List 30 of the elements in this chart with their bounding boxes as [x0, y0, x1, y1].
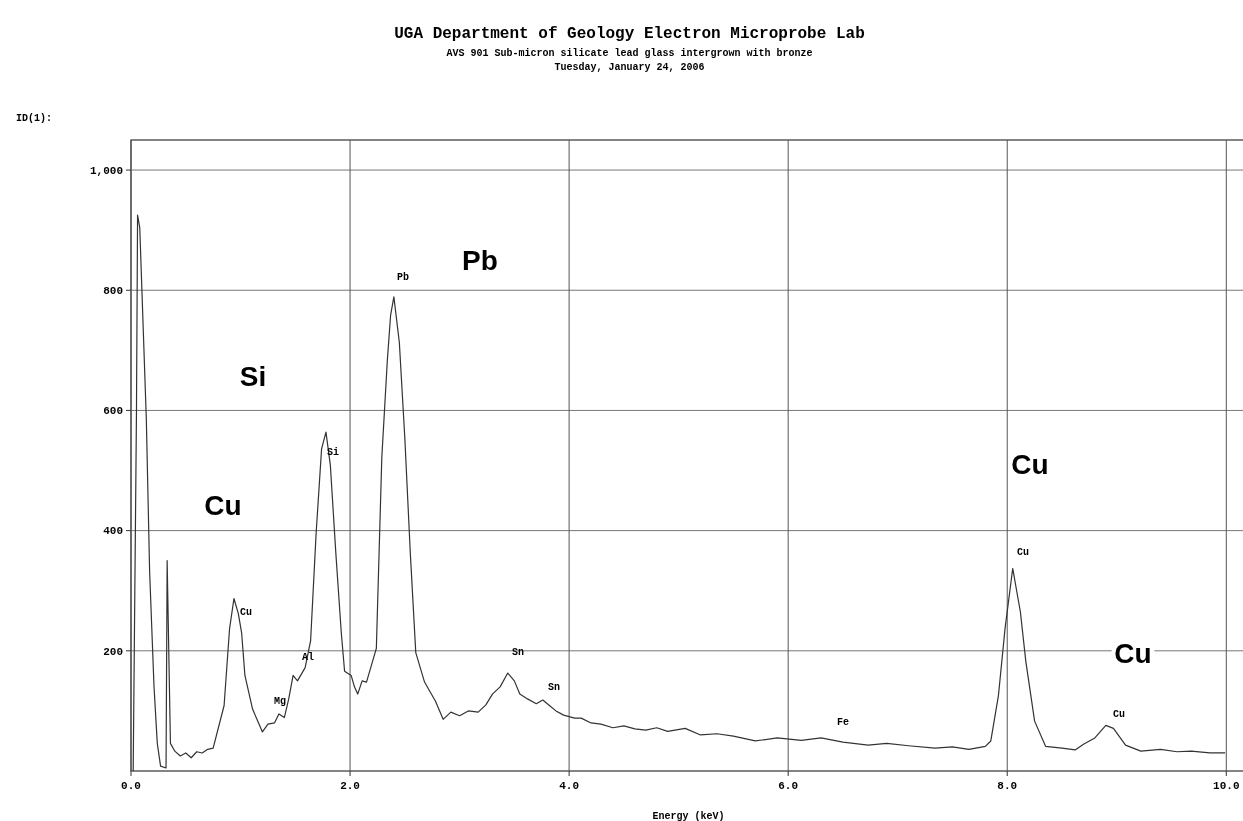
- x-tick-label: 4.0: [559, 780, 580, 792]
- x-tick-label: 6.0: [778, 780, 799, 792]
- chart-title: UGA Department of Geology Electron Microprobe Lab: [394, 25, 865, 43]
- annotation: Mg: [273, 695, 287, 707]
- annotation: Cu: [1011, 449, 1049, 480]
- annotation: Cu: [204, 490, 242, 521]
- annotation: Al: [301, 651, 315, 663]
- x-tick-label: 2.0: [340, 780, 360, 792]
- x-tick-label: 0.0: [121, 780, 141, 792]
- annotation: Si: [326, 446, 340, 458]
- y-tick-label: 600: [103, 405, 123, 418]
- annotation: Si: [239, 361, 267, 392]
- annotation: Pb: [462, 245, 498, 276]
- annotation: Cu: [1016, 546, 1030, 558]
- annotation: Cu: [1114, 638, 1152, 669]
- y-axis-title: ID(1):: [16, 113, 53, 124]
- chart-subtitle: AVS 901 Sub-micron silicate lead glass intergrown with bronze Tuesday, January 24, 2006: [446, 48, 813, 73]
- annotation: Cu: [239, 606, 253, 618]
- x-axis-title: Energy (keV): [652, 811, 725, 821]
- x-tick-label: 10.0: [1213, 780, 1240, 792]
- annotation: Fe: [836, 716, 850, 728]
- annotation: Pb: [396, 271, 410, 283]
- annotation: Cu: [1112, 708, 1126, 720]
- y-tick-label: 1,000: [89, 164, 123, 177]
- y-tick-label: 400: [103, 525, 123, 538]
- annotation: Sn: [547, 681, 561, 693]
- x-tick-label: 8.0: [997, 780, 1018, 792]
- y-tick-label: 200: [103, 645, 123, 658]
- annotation: Sn: [511, 646, 525, 658]
- y-tick-label: 800: [103, 285, 123, 298]
